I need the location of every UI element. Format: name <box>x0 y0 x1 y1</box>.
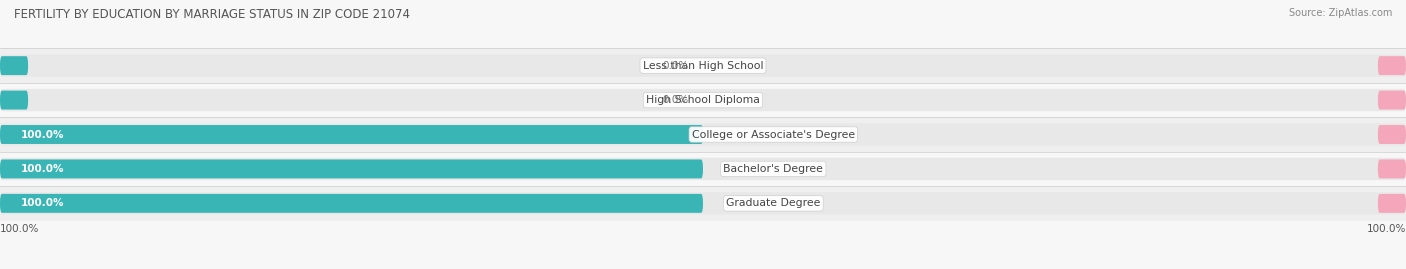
Text: 100.0%: 100.0% <box>0 224 39 234</box>
FancyBboxPatch shape <box>0 54 1406 77</box>
Text: Less than High School: Less than High School <box>643 61 763 71</box>
FancyBboxPatch shape <box>0 194 703 213</box>
Text: 100.0%: 100.0% <box>21 198 65 208</box>
Bar <box>0 152 1406 186</box>
FancyBboxPatch shape <box>1378 194 1406 213</box>
Text: FERTILITY BY EDUCATION BY MARRIAGE STATUS IN ZIP CODE 21074: FERTILITY BY EDUCATION BY MARRIAGE STATU… <box>14 8 411 21</box>
Text: 0.0%: 0.0% <box>662 61 689 71</box>
Text: College or Associate's Degree: College or Associate's Degree <box>692 129 855 140</box>
FancyBboxPatch shape <box>0 192 1406 215</box>
FancyBboxPatch shape <box>0 125 703 144</box>
FancyBboxPatch shape <box>1378 125 1406 144</box>
Bar <box>0 83 1406 117</box>
Text: 100.0%: 100.0% <box>21 164 65 174</box>
FancyBboxPatch shape <box>0 123 1406 146</box>
FancyBboxPatch shape <box>1378 91 1406 109</box>
Bar <box>0 117 1406 152</box>
Bar <box>0 186 1406 221</box>
FancyBboxPatch shape <box>1378 56 1406 75</box>
Text: Bachelor's Degree: Bachelor's Degree <box>723 164 824 174</box>
FancyBboxPatch shape <box>1378 160 1406 178</box>
Text: Graduate Degree: Graduate Degree <box>725 198 821 208</box>
FancyBboxPatch shape <box>0 160 703 178</box>
FancyBboxPatch shape <box>0 91 28 109</box>
FancyBboxPatch shape <box>0 89 1406 111</box>
Text: Source: ZipAtlas.com: Source: ZipAtlas.com <box>1288 8 1392 18</box>
Text: 0.0%: 0.0% <box>662 95 689 105</box>
Text: High School Diploma: High School Diploma <box>647 95 759 105</box>
FancyBboxPatch shape <box>0 158 1406 180</box>
Text: 100.0%: 100.0% <box>21 129 65 140</box>
FancyBboxPatch shape <box>0 56 28 75</box>
Bar <box>0 48 1406 83</box>
Text: 100.0%: 100.0% <box>1367 224 1406 234</box>
